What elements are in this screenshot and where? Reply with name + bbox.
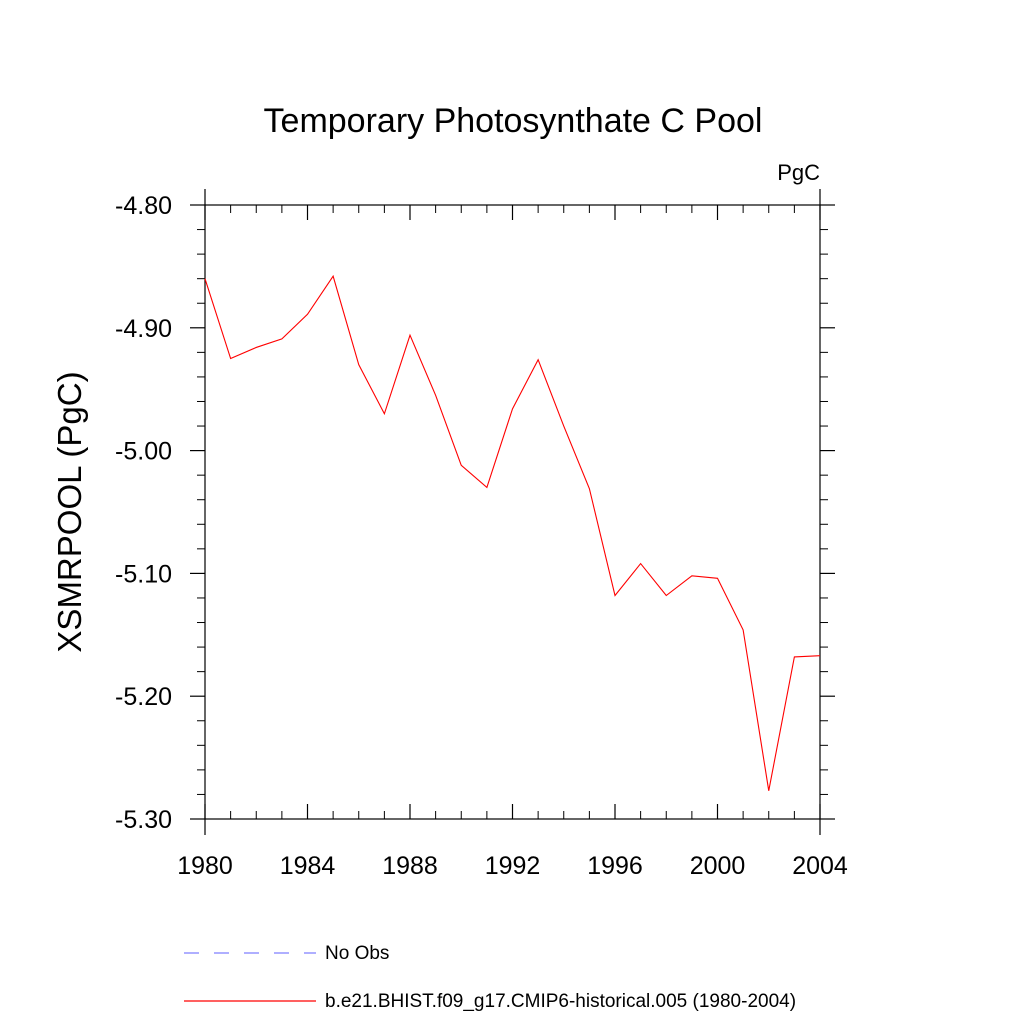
y-tick-label: -5.20 xyxy=(115,683,172,711)
y-tick-label: -5.30 xyxy=(115,806,172,834)
y-tick-label: -4.80 xyxy=(115,192,172,220)
x-tick-label: 1988 xyxy=(382,852,438,880)
x-tick-label: 1992 xyxy=(485,852,541,880)
chart-title: Temporary Photosynthate C Pool xyxy=(264,102,763,140)
x-axis: 1980 1984 1988 1992 1996 2000 2004 xyxy=(177,205,848,880)
y-tick-label: -5.00 xyxy=(115,438,172,466)
legend-label-historical: b.e21.BHIST.f09_g17.CMIP6-historical.005… xyxy=(325,991,796,1012)
plot-area xyxy=(204,274,821,791)
x-tick-label: 2004 xyxy=(792,852,848,880)
plot-frame xyxy=(204,204,821,820)
x-tick-label: 2000 xyxy=(690,852,746,880)
y-tick-label: -5.10 xyxy=(115,560,172,588)
x-tick-label: 1980 xyxy=(177,852,233,880)
y-tick-label: -4.90 xyxy=(115,315,172,343)
legend-label-no-obs: No Obs xyxy=(325,943,389,964)
legend: No Obs b.e21.BHIST.f09_g17.CMIP6-histori… xyxy=(184,943,796,1012)
x-tick-label: 1984 xyxy=(280,852,336,880)
y-axis: -4.80 -4.90 -5.00 -5.10 -5.20 -5.30 xyxy=(115,189,835,835)
series-line xyxy=(204,274,821,791)
units-label: PgC xyxy=(777,160,820,185)
x-tick-label: 1996 xyxy=(587,852,643,880)
y-axis-label: XSMRPOOL (PgC) xyxy=(51,371,88,652)
